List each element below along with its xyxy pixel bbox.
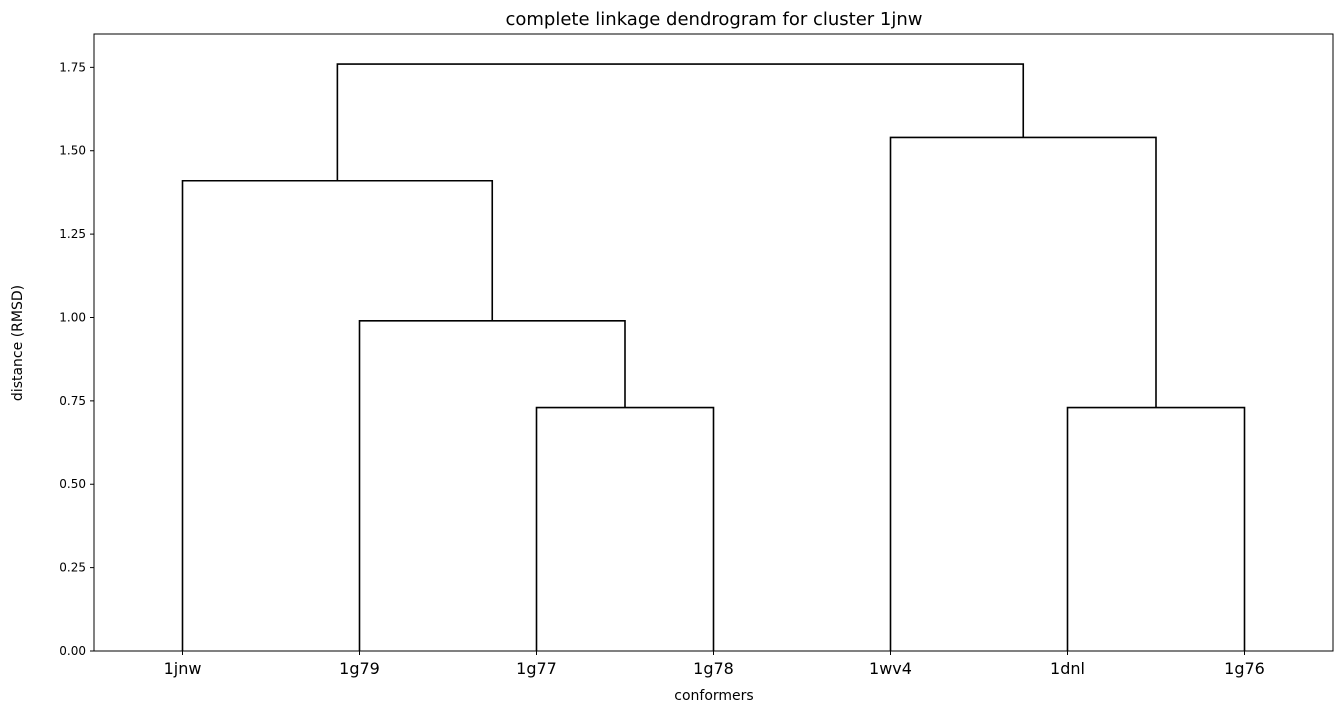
y-axis-label: distance (RMSD) — [10, 285, 26, 401]
y-tick-label: 1.75 — [59, 60, 86, 74]
leaf-label-1g78: 1g78 — [693, 659, 734, 678]
dendrogram-link-2 — [1066, 406, 1246, 651]
y-tick-label: 0.25 — [59, 561, 86, 575]
y-axis: 0.00 0.25 0.50 0.75 1.00 1.25 1.50 1.75 — [59, 60, 94, 658]
dendrogram-link-3 — [358, 320, 626, 651]
dendrogram-link-4 — [181, 179, 494, 651]
x-axis: 1jnw 1g79 1g77 1g78 1wv4 1dnl 1g76 — [164, 651, 1265, 678]
leaf-label-1g77: 1g77 — [516, 659, 557, 678]
leaf-label-1wv4: 1wv4 — [869, 659, 912, 678]
y-tick-label: 0.75 — [59, 394, 86, 408]
leaf-label-1dnl: 1dnl — [1050, 659, 1085, 678]
dendrogram-link-5 — [889, 136, 1157, 651]
chart-title: complete linkage dendrogram for cluster … — [505, 9, 922, 30]
y-tick-label: 1.00 — [59, 310, 86, 324]
leaf-label-1jnw: 1jnw — [164, 659, 202, 678]
leaf-label-1g76: 1g76 — [1224, 659, 1265, 678]
x-axis-label: conformers — [674, 688, 753, 704]
dendrogram-links — [181, 63, 1246, 651]
y-tick-label: 1.50 — [59, 144, 86, 158]
y-tick-label: 1.25 — [59, 227, 86, 241]
dendrogram-link-1 — [535, 406, 715, 651]
leaf-label-1g79: 1g79 — [339, 659, 380, 678]
y-tick-label: 0.50 — [59, 477, 86, 491]
y-tick-label: 0.00 — [59, 644, 86, 658]
dendrogram-link-6 — [336, 63, 1025, 181]
